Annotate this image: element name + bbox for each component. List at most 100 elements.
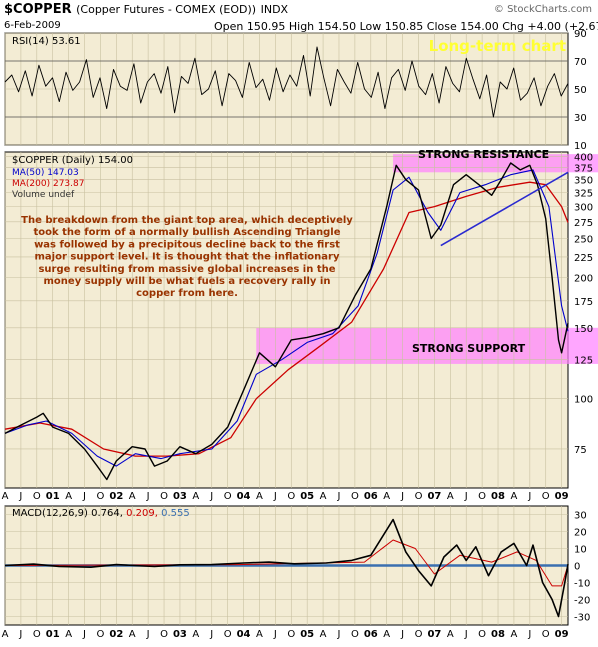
macd-x-tick-label: O: [478, 629, 486, 640]
rsi-y-tick-label: 70: [574, 57, 587, 68]
macd-x-tick-label: A: [2, 629, 9, 640]
macd-y-tick-label: 30: [574, 511, 587, 522]
price-y-tick-label: 100: [574, 395, 593, 406]
macd-x-tick-label: 08: [491, 629, 505, 640]
symbol-title: $COPPER (Copper Futures - COMEX (EOD)) I…: [4, 2, 288, 17]
exchange: INDX: [260, 3, 289, 16]
price-x-tick-label: O: [224, 491, 232, 502]
macd-x-tick-label: J: [82, 629, 86, 640]
macd-x-tick-label: J: [400, 629, 404, 640]
macd-x-tick-label: A: [383, 629, 390, 640]
macd-line: [4, 518, 569, 618]
macd-x-tick-label: 09: [555, 629, 569, 640]
price-x-tick-label: J: [400, 491, 404, 502]
macd-legend-part: 0.209,: [126, 508, 161, 519]
price-line: [4, 162, 569, 481]
macd-legend: MACD(12,26,9) 0.764, 0.209, 0.555: [12, 508, 190, 519]
macd-x-tick-label: 04: [237, 629, 251, 640]
price-x-tick-label: A: [511, 491, 518, 502]
price-x-tick-label: A: [383, 491, 390, 502]
rsi-y-tick-label: 10: [574, 141, 587, 152]
price-x-tick-label: O: [160, 491, 168, 502]
ma200-legend: MA(200) 273.87: [12, 179, 84, 189]
price-x-tick-label: 09: [555, 491, 569, 502]
price-x-tick-label: J: [464, 491, 468, 502]
quote-line: Open 150.95 High 154.50 Low 150.85 Close…: [214, 20, 598, 33]
macd-x-tick-label: 07: [427, 629, 441, 640]
price-x-tick-label: 01: [46, 491, 60, 502]
price-x-tick-label: J: [82, 491, 86, 502]
price-y-tick-label: 300: [574, 203, 593, 214]
rsi-y-tick-label: 90: [574, 29, 587, 40]
price-x-tick-label: O: [542, 491, 550, 502]
price-x-tick-label: J: [209, 491, 213, 502]
price-y-tick-label: 225: [574, 253, 593, 264]
macd-x-tick-label: A: [320, 629, 327, 640]
macd-y-tick-label: -20: [574, 596, 590, 607]
watermark: © StockCharts.com: [493, 4, 592, 15]
price-x-tick-label: 07: [427, 491, 441, 502]
macd-legend-part: 0.764,: [91, 508, 126, 519]
ma200-line: [4, 181, 569, 457]
commentary-line: The breakdown from the giant top area, w…: [21, 215, 353, 226]
rsi-legend: RSI(14) 53.61: [12, 36, 81, 47]
commentary-line: money supply will be what fuels a recove…: [44, 276, 331, 287]
macd-y-tick-label: 0: [574, 562, 580, 573]
price-y-tick-label: 325: [574, 189, 593, 200]
macd-x-tick-label: J: [146, 629, 150, 640]
macd-x-tick-label: 06: [364, 629, 378, 640]
price-x-tick-label: J: [18, 491, 22, 502]
macd-x-tick-label: J: [273, 629, 277, 640]
macd-x-tick-label: A: [65, 629, 72, 640]
resistance-label: STRONG RESISTANCE: [418, 148, 549, 161]
long-term-badge: Long-term chart: [429, 37, 566, 55]
macd-x-tick-label: O: [542, 629, 550, 640]
macd-y-tick-label: 20: [574, 528, 587, 539]
volume-legend: Volume undef: [12, 190, 75, 200]
macd-x-tick-label: O: [224, 629, 232, 640]
macd-signal-line: [4, 539, 569, 587]
price-y-tick-label: 75: [574, 445, 587, 456]
price-x-tick-label: A: [256, 491, 263, 502]
macd-x-tick-label: O: [160, 629, 168, 640]
commentary-line: surge resulting from massive global incr…: [38, 264, 335, 275]
price-y-tick-label: 125: [574, 356, 593, 367]
macd-y-tick-label: -10: [574, 579, 590, 590]
price-x-tick-label: J: [337, 491, 341, 502]
price-x-tick-label: J: [146, 491, 150, 502]
ascending-trendline: [440, 171, 569, 247]
price-y-tick-label: 150: [574, 324, 593, 335]
price-x-tick-label: A: [447, 491, 454, 502]
support-label: STRONG SUPPORT: [412, 342, 526, 355]
macd-legend-part: MACD(12,26,9): [12, 508, 91, 519]
macd-x-tick-label: J: [209, 629, 213, 640]
commentary-line: was followed by a precipitous decline ba…: [34, 239, 340, 250]
price-x-tick-label: A: [320, 491, 327, 502]
rsi-y-tick-label: 50: [574, 85, 587, 96]
price-y-tick-label: 175: [574, 297, 593, 308]
macd-x-tick-label: J: [337, 629, 341, 640]
macd-x-tick-label: O: [415, 629, 423, 640]
symbol-name: (Copper Futures - COMEX (EOD)): [76, 3, 257, 16]
macd-x-tick-label: 01: [46, 629, 60, 640]
price-y-tick-label: 200: [574, 274, 593, 285]
price-x-tick-label: J: [273, 491, 277, 502]
macd-x-tick-label: 02: [109, 629, 123, 640]
macd-y-tick-label: -30: [574, 613, 590, 624]
commentary-line: copper from here.: [136, 288, 238, 299]
chart-date: 6-Feb-2009: [4, 20, 61, 31]
price-x-tick-label: A: [65, 491, 72, 502]
price-x-tick-label: 08: [491, 491, 505, 502]
macd-x-tick-label: A: [129, 629, 136, 640]
price-x-tick-label: O: [96, 491, 104, 502]
macd-x-tick-label: J: [18, 629, 22, 640]
price-x-tick-label: O: [415, 491, 423, 502]
macd-x-tick-label: 05: [300, 629, 314, 640]
price-panel: [4, 151, 569, 489]
macd-x-tick-label: O: [287, 629, 295, 640]
symbol: $COPPER: [4, 2, 72, 17]
commentary-line: took the form of a normally bullish Asce…: [33, 227, 340, 238]
price-panel-title: $COPPER (Daily) 154.00: [12, 155, 133, 166]
macd-x-tick-label: 03: [173, 629, 187, 640]
